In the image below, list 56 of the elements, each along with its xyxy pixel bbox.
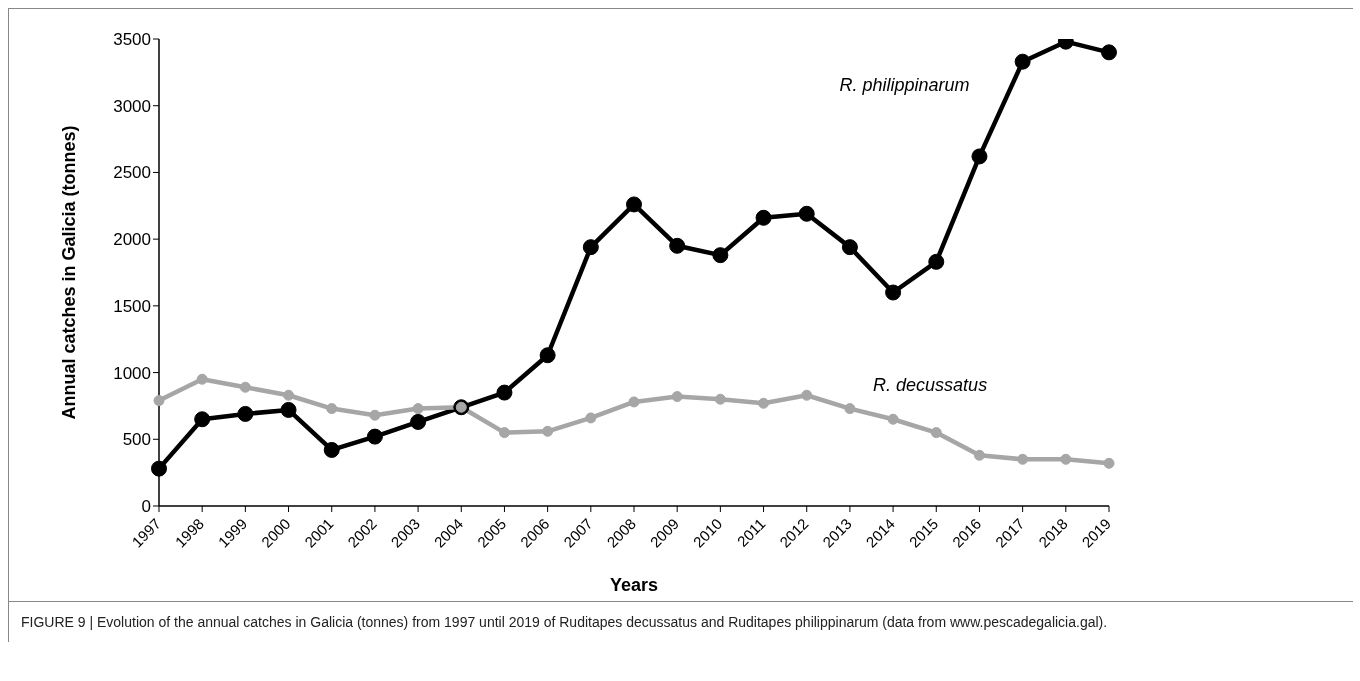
- point: [712, 247, 729, 264]
- y-tick-label: 2500: [113, 163, 151, 183]
- point: [283, 389, 295, 401]
- point: [153, 395, 165, 407]
- point: [798, 205, 815, 222]
- point: [714, 393, 726, 405]
- point: [671, 391, 683, 403]
- point: [887, 413, 899, 425]
- series-label: R. philippinarum: [839, 75, 970, 96]
- y-tick-label: 2000: [113, 230, 151, 250]
- y-tick-label: 500: [122, 430, 151, 450]
- point: [323, 441, 340, 458]
- point: [844, 403, 856, 415]
- y-tick-label: 1000: [113, 363, 151, 383]
- point: [542, 425, 554, 437]
- point: [973, 449, 985, 461]
- point: [496, 384, 513, 401]
- series-label: R. decussatus: [873, 375, 988, 396]
- point: [1014, 53, 1031, 70]
- point: [628, 396, 640, 408]
- point: [237, 405, 254, 422]
- point: [498, 427, 510, 439]
- point: [582, 239, 599, 256]
- point: [1101, 44, 1117, 61]
- point: [971, 148, 988, 165]
- y-tick-label: 3000: [113, 96, 151, 116]
- y-tick-label: 3500: [113, 30, 151, 50]
- point: [1103, 457, 1115, 469]
- point: [412, 403, 424, 415]
- point: [841, 239, 858, 256]
- y-axis-title: Annual catches in Galicia (tonnes): [59, 125, 80, 420]
- point: [326, 403, 338, 415]
- point: [1060, 453, 1072, 465]
- point: [366, 428, 383, 445]
- point: [930, 427, 942, 439]
- point: [194, 411, 211, 428]
- x-axis-title: Years: [609, 575, 659, 595]
- point: [755, 209, 772, 226]
- point: [885, 284, 902, 301]
- point: [280, 401, 297, 418]
- caption: FIGURE 9 | Evolution of the annual catches in Galicia (tonnes) from 1997 until 2019 of Ruditapes decussatus and Ruditapes philippinarum (data from www.pescadegalicia.gal).: [21, 613, 1109, 632]
- point: [626, 196, 642, 213]
- point: [196, 373, 208, 385]
- point: [151, 460, 167, 477]
- point: [539, 347, 556, 364]
- point: [585, 412, 597, 424]
- point: [369, 409, 381, 421]
- point: [669, 237, 686, 254]
- point: [410, 413, 427, 430]
- point: [801, 389, 813, 401]
- y-tick-label: 1500: [113, 296, 151, 316]
- point: [239, 381, 251, 393]
- point: [1017, 453, 1029, 465]
- y-tick-label: 0: [141, 497, 151, 517]
- point: [758, 397, 770, 409]
- point: [928, 253, 945, 270]
